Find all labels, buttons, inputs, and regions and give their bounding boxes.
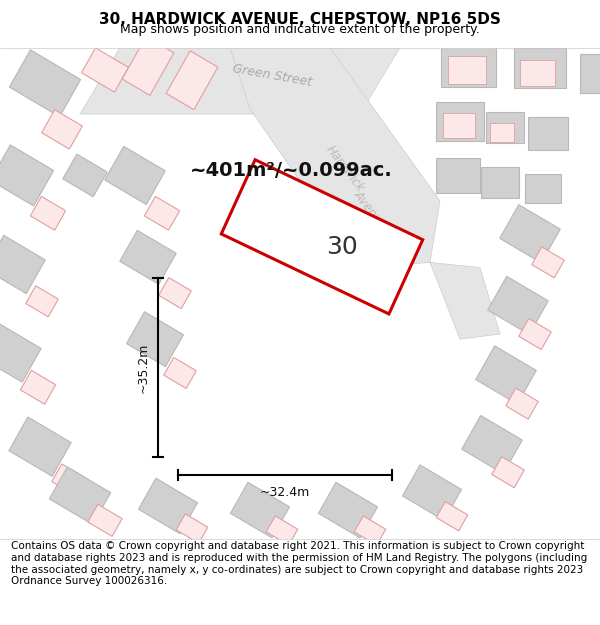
Polygon shape <box>436 158 480 193</box>
Polygon shape <box>436 502 468 531</box>
Polygon shape <box>532 247 564 278</box>
Polygon shape <box>0 236 45 294</box>
Polygon shape <box>403 465 461 521</box>
Polygon shape <box>520 60 554 86</box>
Text: Hardwick: Hardwick <box>323 142 367 194</box>
Polygon shape <box>41 109 82 149</box>
Polygon shape <box>0 145 53 206</box>
Polygon shape <box>166 51 218 110</box>
Polygon shape <box>145 196 179 230</box>
Polygon shape <box>176 514 208 543</box>
Polygon shape <box>514 48 566 88</box>
Polygon shape <box>122 36 174 96</box>
Polygon shape <box>49 467 110 524</box>
Polygon shape <box>26 286 58 317</box>
Polygon shape <box>354 516 386 545</box>
Polygon shape <box>528 117 568 150</box>
Polygon shape <box>139 478 197 534</box>
Polygon shape <box>525 174 561 203</box>
Text: Green Street: Green Street <box>231 62 313 89</box>
Polygon shape <box>481 168 519 198</box>
Polygon shape <box>120 230 176 284</box>
Polygon shape <box>462 416 522 474</box>
Polygon shape <box>448 56 486 84</box>
Text: 30: 30 <box>326 235 358 259</box>
Polygon shape <box>476 346 536 404</box>
Polygon shape <box>9 417 71 476</box>
Polygon shape <box>164 357 196 389</box>
Polygon shape <box>80 48 400 114</box>
Polygon shape <box>52 464 84 495</box>
Text: Contains OS data © Crown copyright and database right 2021. This information is : Contains OS data © Crown copyright and d… <box>11 541 587 586</box>
Polygon shape <box>127 312 184 367</box>
Polygon shape <box>31 196 65 230</box>
Polygon shape <box>492 457 524 488</box>
Polygon shape <box>519 319 551 349</box>
Polygon shape <box>20 371 56 404</box>
Polygon shape <box>580 54 600 92</box>
Text: Map shows position and indicative extent of the property.: Map shows position and indicative extent… <box>120 22 480 36</box>
Polygon shape <box>221 160 423 314</box>
Polygon shape <box>319 482 377 538</box>
Polygon shape <box>488 276 548 334</box>
Polygon shape <box>430 262 500 339</box>
Polygon shape <box>500 204 560 263</box>
Text: ~401m²/~0.099ac.: ~401m²/~0.099ac. <box>190 161 393 180</box>
Text: 30, HARDWICK AVENUE, CHEPSTOW, NP16 5DS: 30, HARDWICK AVENUE, CHEPSTOW, NP16 5DS <box>99 12 501 27</box>
Polygon shape <box>443 113 475 138</box>
Polygon shape <box>159 278 191 309</box>
Polygon shape <box>230 48 440 268</box>
Polygon shape <box>10 50 80 117</box>
Polygon shape <box>88 504 122 536</box>
Polygon shape <box>436 102 484 141</box>
Polygon shape <box>490 123 514 142</box>
Text: ~32.4m: ~32.4m <box>260 486 310 499</box>
Polygon shape <box>486 112 524 142</box>
Polygon shape <box>266 516 298 545</box>
Polygon shape <box>440 44 496 88</box>
Polygon shape <box>105 146 165 204</box>
Polygon shape <box>230 482 290 538</box>
Polygon shape <box>0 323 41 382</box>
Polygon shape <box>506 388 538 419</box>
Polygon shape <box>63 154 107 197</box>
Text: Avenue: Avenue <box>352 188 389 231</box>
Polygon shape <box>82 48 128 92</box>
Text: ~35.2m: ~35.2m <box>137 342 150 392</box>
